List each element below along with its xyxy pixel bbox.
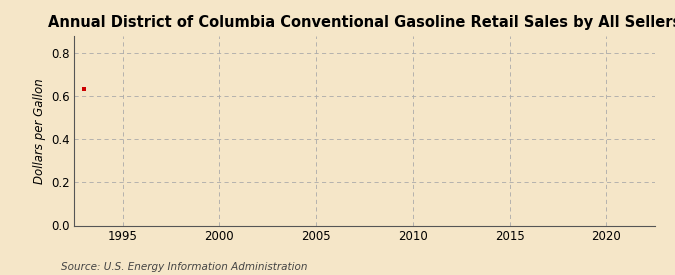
Y-axis label: Dollars per Gallon: Dollars per Gallon [33,78,46,183]
Title: Annual District of Columbia Conventional Gasoline Retail Sales by All Sellers: Annual District of Columbia Conventional… [48,15,675,31]
Text: Source: U.S. Energy Information Administration: Source: U.S. Energy Information Administ… [61,262,307,272]
